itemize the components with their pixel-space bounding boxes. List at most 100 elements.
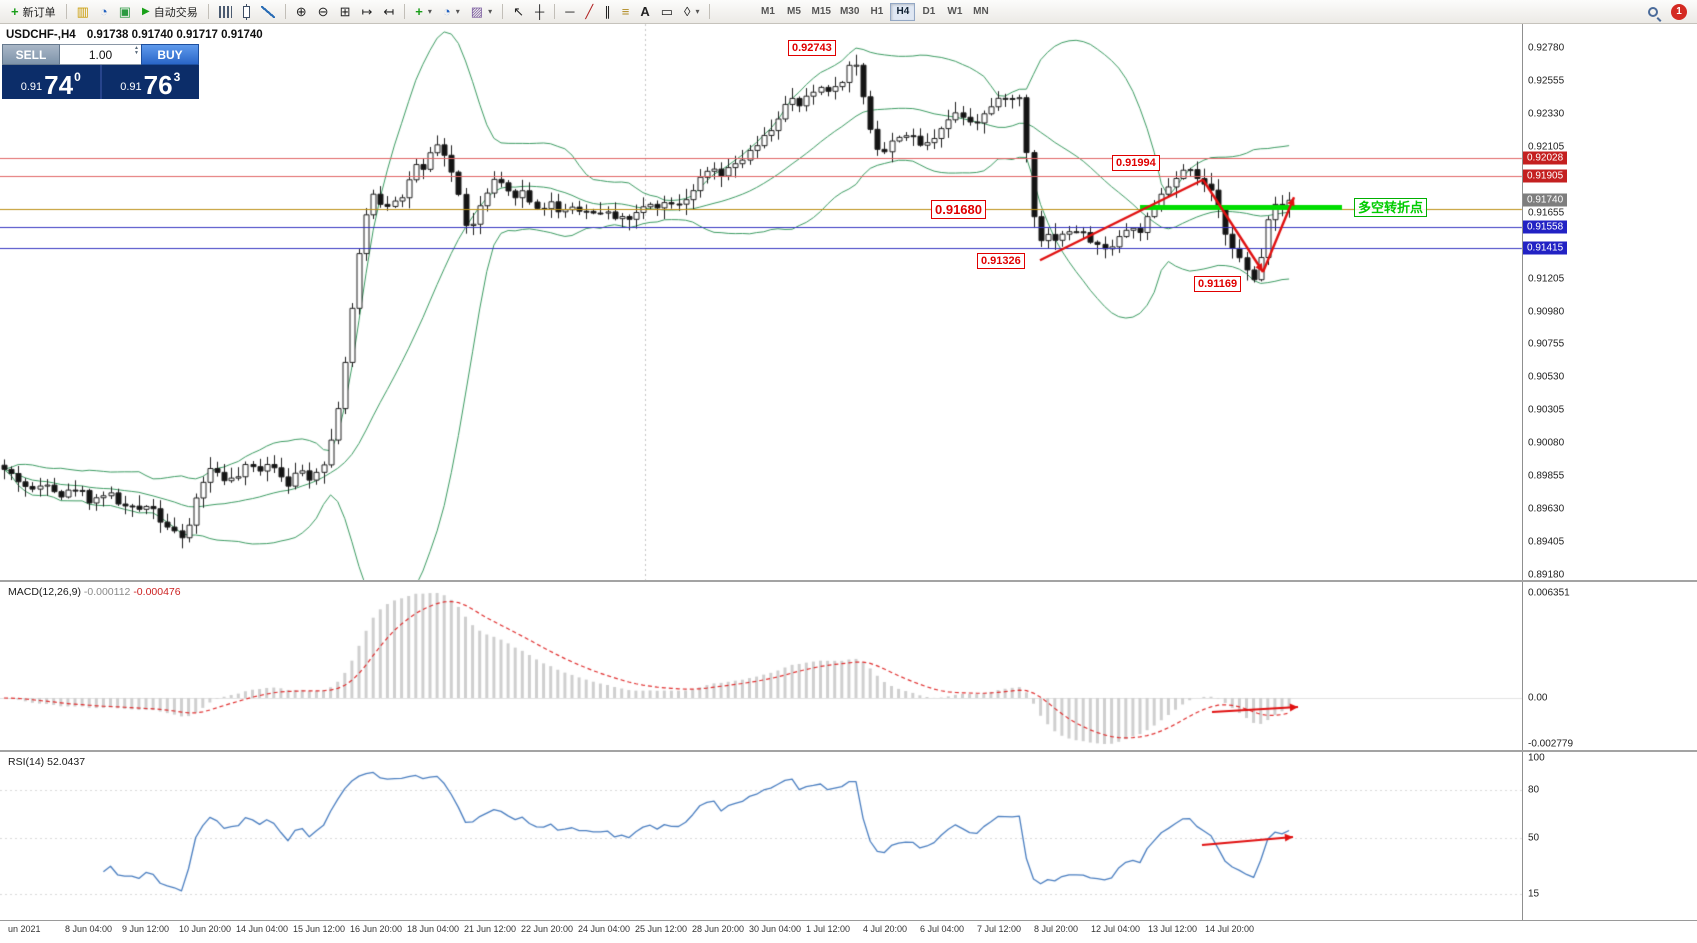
price-tag: 0.91558 — [1523, 220, 1568, 234]
horizontal-line-icon: ─ — [565, 4, 575, 19]
channel-icon: ∥ — [604, 4, 611, 19]
chart-shift-button[interactable]: ↤ — [378, 2, 399, 22]
price-axis-tick: 0.89630 — [1528, 503, 1565, 515]
horizontal-line-button[interactable]: ─ — [560, 2, 579, 22]
volume-input[interactable]: 1.00 ▲ ▼ — [60, 44, 141, 65]
zoom-out-icon: ⊖ — [317, 4, 329, 19]
new-order-button[interactable]: + 新订单 — [6, 2, 61, 22]
price-axis-tick: 0.90080 — [1528, 437, 1565, 449]
time-axis-label: 30 Jun 04:00 — [749, 924, 802, 934]
sell-price-big: 74 — [44, 69, 74, 100]
buy-price-sup: 3 — [173, 70, 181, 84]
price-axis-tick: 0.91205 — [1528, 273, 1565, 285]
macd-panel-separator[interactable] — [0, 580, 1697, 582]
chart-line-button[interactable] — [256, 2, 280, 22]
price-axis-tick: 0.89405 — [1528, 536, 1565, 548]
line-chart-icon — [260, 5, 275, 18]
time-axis-label: 13 Jul 12:00 — [1148, 924, 1198, 934]
trendline-button[interactable]: ╱ — [580, 2, 598, 22]
autotrading-button[interactable]: ▶ 自动交易 — [137, 2, 203, 22]
time-axis-label: 4 Jul 20:00 — [863, 924, 908, 934]
shapes-button[interactable]: ◊ ▾ — [679, 2, 704, 22]
timeframe-button-h1[interactable]: H1 — [864, 3, 889, 21]
macd-axis-tick: 0.006351 — [1528, 587, 1570, 599]
time-axis-label: un 2021 — [8, 924, 41, 934]
timeframe-button-m15[interactable]: M15 — [807, 3, 834, 21]
new-order-label: 新订单 — [22, 6, 56, 19]
fibonacci-icon: ≡ — [621, 4, 630, 19]
sell-price-prefix: 0.91 — [20, 81, 43, 93]
navigator-button[interactable]: ▣ — [114, 2, 136, 22]
timeframe-button-h4[interactable]: H4 — [890, 2, 916, 21]
price-axis-tick: 0.90755 — [1528, 338, 1565, 350]
templates-button[interactable]: ▨ ▾ — [466, 2, 497, 22]
cursor-icon: ↖ — [513, 4, 524, 19]
rsi-axis-tick: 15 — [1528, 888, 1540, 900]
price-annotation[interactable]: 0.91326 — [977, 253, 1025, 269]
buy-price[interactable]: 0.91 76 3 — [102, 65, 200, 99]
channel-button[interactable]: ∥ — [599, 2, 616, 22]
auto-scroll-button[interactable]: ↦ — [356, 2, 377, 22]
price-annotation[interactable]: 0.91994 — [1112, 155, 1160, 171]
time-axis-label: 15 Jun 12:00 — [293, 924, 346, 934]
toolbar-separator — [284, 4, 286, 19]
chart-bars-button[interactable] — [214, 2, 237, 22]
timeframe-button-d1[interactable]: D1 — [916, 3, 941, 21]
chart-shift-icon: ↤ — [383, 4, 395, 19]
time-axis-label: 9 Jun 12:00 — [122, 924, 170, 934]
cursor-button[interactable]: ↖ — [508, 2, 529, 22]
time-axis-label: 14 Jun 04:00 — [236, 924, 289, 934]
rsi-name: RSI(14) — [8, 756, 45, 768]
price-axis-tick: 0.89855 — [1528, 470, 1565, 482]
new-order-icon: + — [11, 4, 19, 19]
timeframe-button-m30[interactable]: M30 — [836, 3, 863, 21]
notification-badge[interactable]: 1 — [1671, 3, 1687, 20]
search-button[interactable] — [1643, 2, 1663, 22]
macd-axis-tick: -0.002779 — [1528, 738, 1574, 750]
toolbar-separator — [404, 4, 406, 19]
label-tool-button[interactable]: ▭ — [656, 2, 678, 22]
price-axis-tick: 0.90980 — [1528, 306, 1565, 317]
buy-button[interactable]: BUY — [141, 44, 199, 65]
indicators-button[interactable]: + ▾ — [410, 2, 437, 22]
market-watch-button[interactable]: ◔ — [95, 2, 113, 22]
auto-scroll-icon: ↦ — [361, 4, 373, 19]
sell-button[interactable]: SELL — [2, 44, 60, 65]
autotrading-icon: ▶ — [142, 5, 150, 17]
periods-button[interactable]: ◔ ▾ — [438, 2, 465, 22]
rsi-panel-separator[interactable] — [0, 750, 1697, 752]
dropdown-arrow-icon: ▾ — [427, 7, 432, 16]
time-axis-label: 10 Jun 20:00 — [179, 924, 232, 934]
zoom-in-button[interactable]: ⊕ — [291, 2, 312, 22]
text-tool-icon: A — [640, 4, 650, 19]
time-axis-label: 6 Jul 04:00 — [920, 924, 965, 934]
time-axis-label: 8 Jul 20:00 — [1034, 924, 1079, 934]
timeframe-toolbar: M1 M5 M15 M30 H1 H4 D1 W1 MN — [755, 2, 993, 21]
time-axis-separator — [0, 920, 1697, 921]
fibonacci-button[interactable]: ≡ — [617, 2, 635, 22]
price-tag: 0.91905 — [1523, 169, 1568, 183]
crosshair-button[interactable]: ┼ — [530, 2, 549, 22]
turning-point-label[interactable]: 多空转折点 — [1354, 198, 1428, 217]
text-tool-button[interactable]: A — [635, 2, 654, 22]
price-annotation[interactable]: 0.92743 — [788, 40, 836, 56]
new-chart-button[interactable]: ▥ — [72, 2, 94, 22]
crosshair-icon: ┼ — [534, 4, 545, 19]
chart-candles-button[interactable] — [238, 2, 255, 22]
sell-price[interactable]: 0.91 74 0 — [2, 65, 100, 99]
navigator-icon: ▣ — [118, 4, 132, 19]
timeframe-button-w1[interactable]: W1 — [942, 3, 967, 21]
toolbar-separator — [554, 4, 556, 19]
tile-windows-button[interactable]: ⊞ — [335, 2, 356, 22]
price-annotation[interactable]: 0.91680 — [931, 200, 986, 219]
toolbar-separator — [207, 4, 209, 19]
rsi-axis-tick: 80 — [1528, 784, 1540, 796]
price-annotation[interactable]: 0.91169 — [1194, 276, 1242, 292]
time-axis-label: 12 Jul 04:00 — [1091, 924, 1141, 934]
timeframe-button-m5[interactable]: M5 — [781, 3, 806, 21]
volume-spinner[interactable]: ▲ ▼ — [134, 45, 139, 56]
zoom-out-button[interactable]: ⊖ — [313, 2, 334, 22]
timeframe-button-mn[interactable]: MN — [968, 3, 993, 21]
timeframe-button-m1[interactable]: M1 — [755, 3, 780, 21]
